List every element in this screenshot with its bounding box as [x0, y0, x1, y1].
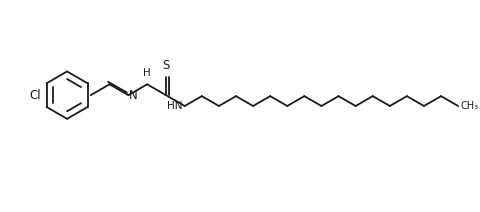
Text: H: H — [143, 68, 151, 78]
Text: S: S — [162, 59, 169, 72]
Text: Cl: Cl — [30, 89, 41, 102]
Text: CH₃: CH₃ — [460, 101, 478, 111]
Text: N: N — [129, 89, 138, 102]
Text: HN: HN — [167, 101, 183, 111]
